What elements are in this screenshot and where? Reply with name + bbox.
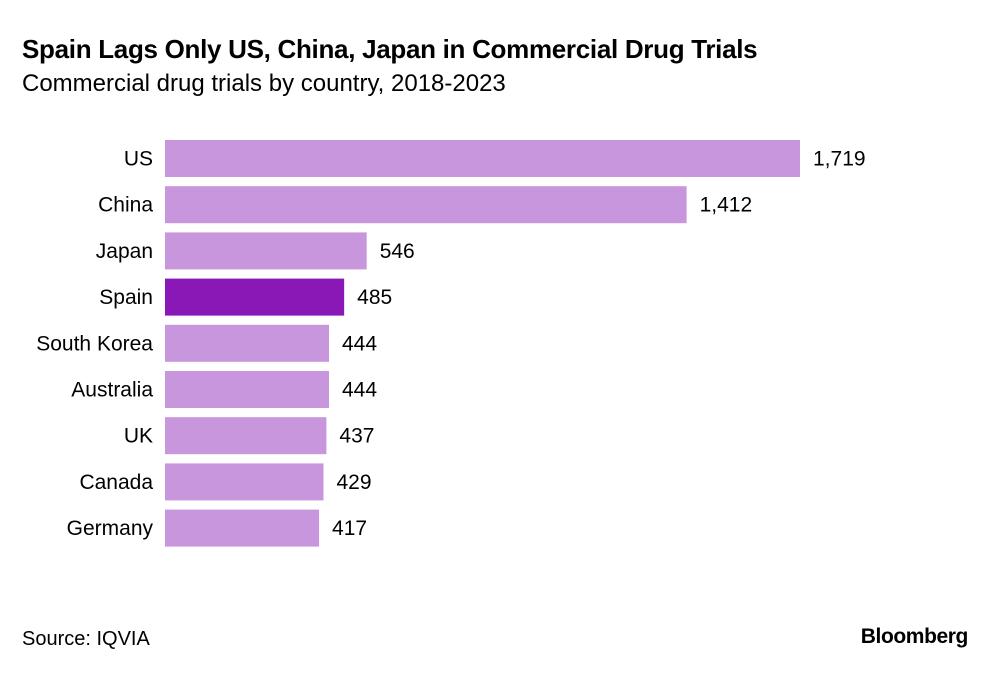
bar-south-korea <box>165 324 330 362</box>
category-label: Canada <box>79 471 153 494</box>
value-label: 444 <box>342 332 377 355</box>
category-label: Australia <box>71 379 153 402</box>
bar-japan <box>165 232 367 270</box>
bloomberg-logo: Bloomberg <box>860 625 969 648</box>
value-label: 546 <box>380 240 415 263</box>
bar-germany <box>165 509 320 547</box>
bar-us <box>165 140 800 177</box>
bar-spain <box>165 278 345 316</box>
category-label: China <box>98 194 153 217</box>
bar-china <box>165 186 687 224</box>
value-label: 1,412 <box>700 194 753 217</box>
chart-title: Spain Lags Only US, China, Japan in Comm… <box>22 34 758 64</box>
source-note: Source: IQVIA <box>22 628 150 650</box>
category-label: Germany <box>67 517 154 540</box>
value-label: 437 <box>339 425 374 448</box>
value-label: 444 <box>342 379 377 402</box>
category-label: Spain <box>99 286 153 309</box>
value-label: 417 <box>332 517 367 540</box>
bar-uk <box>165 417 327 455</box>
category-label: Japan <box>96 240 153 263</box>
value-label: 485 <box>357 286 392 309</box>
value-label: 429 <box>336 471 371 494</box>
category-label: US <box>124 148 153 171</box>
chart-subtitle: Commercial drug trials by country, 2018-… <box>22 70 506 97</box>
bar-canada <box>165 463 324 501</box>
value-label: 1,719 <box>813 148 866 171</box>
category-label: South Korea <box>36 332 153 355</box>
category-label: UK <box>124 425 153 448</box>
bar-australia <box>165 371 330 408</box>
